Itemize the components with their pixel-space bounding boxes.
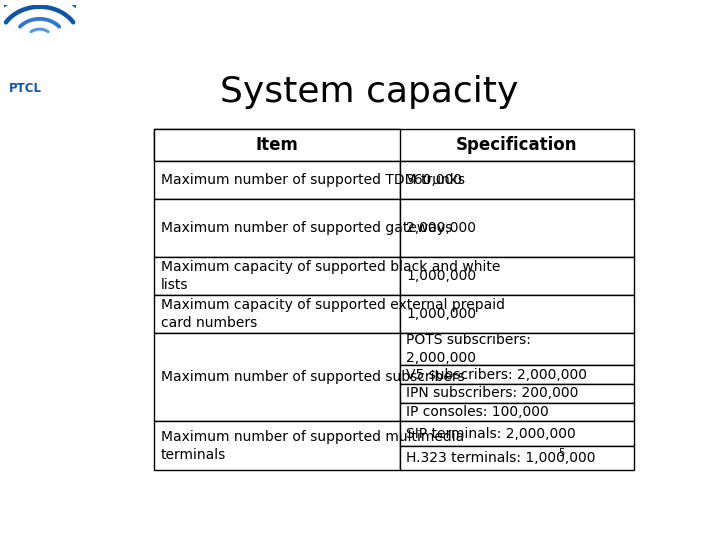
Bar: [154, 199, 400, 257]
Bar: [400, 366, 634, 384]
Text: Maximum capacity of supported external prepaid
card numbers: Maximum capacity of supported external p…: [161, 298, 505, 330]
Text: Maximum number of supported gateways: Maximum number of supported gateways: [161, 221, 452, 235]
Text: PTCL: PTCL: [9, 82, 42, 95]
Text: Maximum capacity of supported black and white
lists: Maximum capacity of supported black and …: [161, 260, 500, 292]
Text: Maximum number of supported subscribers: Maximum number of supported subscribers: [161, 370, 464, 384]
Bar: [400, 333, 634, 366]
Bar: [400, 446, 634, 470]
Text: Maximum number of supported multimedia
terminals: Maximum number of supported multimedia t…: [161, 430, 464, 462]
Bar: [400, 257, 634, 295]
Bar: [154, 295, 400, 333]
Text: 360,000: 360,000: [406, 173, 464, 187]
Bar: [400, 199, 634, 257]
Bar: [154, 129, 400, 161]
Text: System capacity: System capacity: [220, 75, 518, 109]
Bar: [154, 333, 400, 421]
Text: 5: 5: [558, 448, 564, 457]
Text: V5 subscribers: 2,000,000: V5 subscribers: 2,000,000: [406, 368, 588, 382]
Bar: [400, 421, 634, 445]
Text: 1,000,000: 1,000,000: [406, 269, 477, 283]
Text: SIP terminals: 2,000,000: SIP terminals: 2,000,000: [406, 427, 576, 441]
Text: H.323 terminals: 1,000,000: H.323 terminals: 1,000,000: [406, 451, 596, 465]
Bar: [400, 295, 634, 333]
Text: IP consoles: 100,000: IP consoles: 100,000: [406, 405, 549, 419]
Bar: [154, 421, 400, 470]
Bar: [400, 384, 634, 403]
Text: Item: Item: [256, 136, 298, 154]
Text: Maximum number of supported TDM trunks: Maximum number of supported TDM trunks: [161, 173, 465, 187]
Bar: [400, 161, 634, 199]
Text: 1,000,000: 1,000,000: [406, 307, 477, 321]
Bar: [154, 257, 400, 295]
Text: 2,000,000: 2,000,000: [406, 221, 477, 235]
Text: IPN subscribers: 200,000: IPN subscribers: 200,000: [406, 386, 579, 400]
Bar: [400, 403, 634, 421]
Text: Specification: Specification: [456, 136, 577, 154]
Bar: [154, 129, 634, 161]
Text: POTS subscribers:
2,000,000: POTS subscribers: 2,000,000: [406, 333, 531, 365]
Bar: [154, 161, 400, 199]
